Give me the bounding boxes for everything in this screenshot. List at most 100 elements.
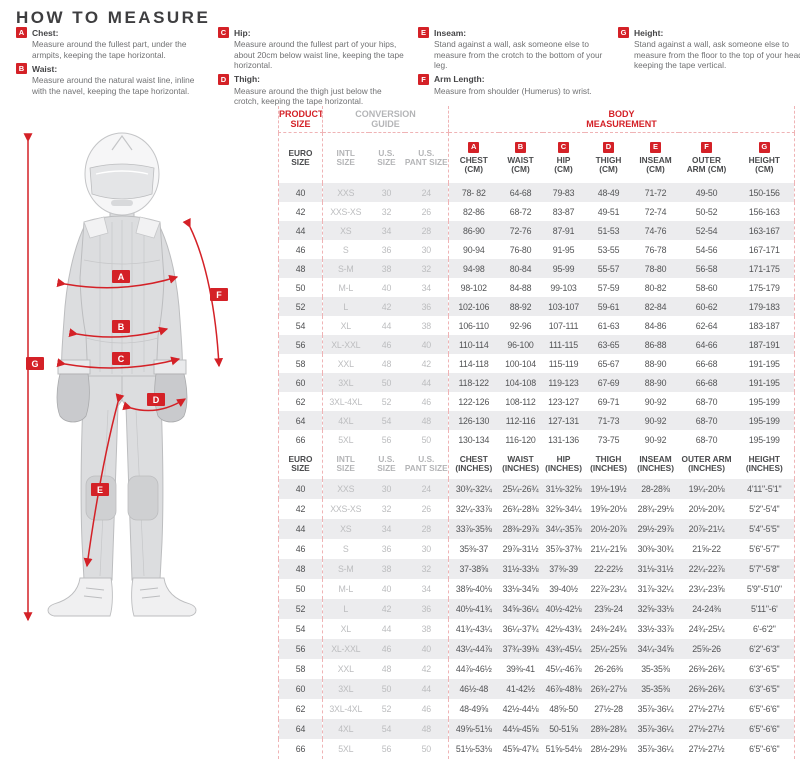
measure-letter-badge: B bbox=[16, 63, 27, 74]
table-cell: 68-72 bbox=[509, 206, 532, 217]
table-cell: 31½-33⅛ bbox=[498, 559, 543, 579]
table-cell: 45⅝-47¾ bbox=[502, 744, 539, 754]
table-cell: 44 bbox=[404, 679, 449, 699]
table-cell: 26⅜-26¾ bbox=[678, 679, 735, 699]
measure-item-name: Chest: bbox=[32, 27, 59, 38]
column-header-label: INSEAM (CM) bbox=[639, 154, 672, 174]
table-cell: 118-122 bbox=[448, 373, 499, 392]
table-cell: 28¾-29⅛ bbox=[637, 504, 674, 514]
table-cell: 84-86 bbox=[644, 320, 667, 331]
column-header-label: HEIGHT (INCHES) bbox=[745, 453, 783, 473]
table-cell: 46 bbox=[368, 335, 405, 354]
column-header-label: HEIGHT (CM) bbox=[748, 154, 780, 174]
table-cell: 29½-29⅞ bbox=[632, 519, 679, 539]
table-row-size-54: 54 XL 44 38 41¾-43¼ 36¼-37¾ 42⅛-43¾ 24⅜-24¾ 33½-… bbox=[278, 619, 796, 639]
table-cell: 42 bbox=[421, 358, 432, 369]
table-cell: 107-111 bbox=[548, 320, 579, 331]
table-cell: 63-65 bbox=[584, 335, 633, 354]
group-header: BODY MEASUREMENT bbox=[448, 106, 796, 133]
table-cell: 56-58 bbox=[678, 259, 735, 278]
measure-item-text: Measure around the natural waist line, i… bbox=[32, 75, 195, 96]
table-cell: 46 bbox=[421, 396, 432, 407]
column-header: HIP (INCHES) bbox=[543, 449, 585, 479]
table-cell: 48 bbox=[404, 411, 449, 430]
table-cell: 187-191 bbox=[734, 335, 796, 354]
table-cell: L bbox=[322, 297, 369, 316]
table-cell: 25¼-25⅝ bbox=[584, 639, 633, 659]
column-header-label: INTL SIZE bbox=[336, 147, 355, 167]
measure-letter-badge: E bbox=[418, 27, 429, 38]
column-header-label: THIGH (INCHES) bbox=[590, 453, 627, 473]
table-cell: 48 bbox=[278, 559, 323, 579]
table-cell: 25⅝-26 bbox=[678, 639, 735, 659]
measure-item-name: Waist: bbox=[32, 63, 58, 74]
table-cell: 41-42½ bbox=[498, 679, 543, 699]
table-cell: 44 bbox=[381, 624, 392, 634]
table-cell: 36 bbox=[404, 599, 449, 619]
column-header: THIGH (INCHES) bbox=[585, 449, 633, 479]
table-cell: 54 bbox=[368, 411, 405, 430]
table-cell: 102-106 bbox=[448, 297, 499, 316]
table-cell: 115-119 bbox=[548, 358, 579, 369]
page-title: HOW TO MEASURE bbox=[16, 8, 211, 27]
table-cell: 4XL bbox=[322, 411, 369, 430]
table-cell: 60-62 bbox=[678, 297, 735, 316]
table-cell: 24-24⅜ bbox=[678, 599, 735, 619]
table-cell: 26 bbox=[421, 504, 432, 514]
table-row-size-56: 56 XL-XXL 46 40 43¼-44⅞ 37¾-39⅜ 43¾-45¼ 25¼-25⅝… bbox=[278, 639, 796, 659]
table-cell: 5'6"-5'7" bbox=[734, 539, 796, 559]
table-cell: 40 bbox=[404, 335, 449, 354]
chest-measure-arc bbox=[56, 275, 179, 289]
table-cell: 57-59 bbox=[597, 282, 620, 293]
measure-item-text: Measure around the fullest part of your … bbox=[234, 39, 404, 70]
table-row-size-40: 40 XXS 30 24 78- 82 64-68 79-83 48-49 71-72 49-50… bbox=[278, 183, 796, 202]
table-cell: 76-80 bbox=[509, 244, 532, 255]
table-row-size-60: 60 3XL 50 44 118-122 104-108 119-123 67-69 88-90… bbox=[278, 373, 796, 392]
table-cell: 127-131 bbox=[542, 411, 585, 430]
helmet-logo bbox=[111, 134, 133, 151]
table-row-size-44: 44 XS 34 28 33⅞-35⅜ 28⅜-29⅞ 34¼-35⅞ 20½-20⅞ 29½-… bbox=[278, 519, 796, 539]
table-header-row: EURO SIZE INTL SIZE U.S. SIZE U.S. PANT SIZ… bbox=[278, 132, 796, 183]
table-cell: 32 bbox=[404, 259, 449, 278]
table-row-size-62: 62 3XL-4XL 52 46 48-49⅝ 42½-44⅛ 48⅝-50 27½-28 35… bbox=[278, 699, 796, 719]
group-header: PRODUCT SIZE bbox=[278, 106, 323, 133]
table-row-size-44: 44 XS 34 28 86-90 72-76 87-91 51-53 74-76 52-54 16… bbox=[278, 221, 796, 240]
table-cell: 35-35⅜ bbox=[641, 664, 670, 674]
table-cell: S bbox=[322, 240, 369, 259]
table-cell: 66 bbox=[278, 430, 323, 449]
table-cell: 32⅝-33⅛ bbox=[632, 599, 679, 619]
table-cell: 39-40½ bbox=[549, 584, 578, 594]
table-cell: XS bbox=[322, 221, 369, 240]
measurement-figure: A B C D E F G bbox=[0, 110, 270, 774]
table-cell: 54 bbox=[278, 316, 323, 335]
table-header-row: EURO SIZE INTL SIZE U.S. SIZE U.S. PANT SIZ… bbox=[278, 449, 796, 479]
column-header: G HEIGHT (CM) bbox=[734, 132, 796, 183]
table-cell: 28⅜-29⅞ bbox=[498, 519, 543, 539]
table-cell: XXS bbox=[322, 183, 369, 202]
measure-item-c: C Hip: Measure around the fullest part of … bbox=[218, 27, 406, 71]
table-cell: 67-69 bbox=[584, 373, 633, 392]
column-header-label: THIGH (CM) bbox=[595, 154, 622, 174]
column-header-label: WAIST (CM) bbox=[507, 154, 534, 174]
figure-label-e: E bbox=[91, 483, 109, 496]
table-cell: 30 bbox=[421, 544, 432, 554]
table-cell: 58 bbox=[278, 354, 323, 373]
measure-letter-badge: A bbox=[16, 27, 27, 38]
table-cell: 22⅞-23¼ bbox=[590, 584, 627, 594]
table-cell: 104-108 bbox=[498, 373, 543, 392]
table-cell: 111-115 bbox=[542, 335, 585, 354]
table-row-size-48: 48 S-M 38 32 37-38⅝ 31½-33⅛ 37⅜-39 22-22½ 31⅛-31… bbox=[278, 559, 796, 579]
table-cell: 78-80 bbox=[632, 259, 679, 278]
table-cell: 83-87 bbox=[552, 206, 575, 217]
column-header-label: U.S. PANT SIZE bbox=[404, 453, 448, 473]
column-header: INTL SIZE bbox=[322, 449, 369, 479]
table-cell: 4'11"-5'1" bbox=[734, 479, 796, 499]
table-cell: 26¾-27⅛ bbox=[584, 679, 633, 699]
table-cell: 42 bbox=[278, 499, 323, 519]
table-row-size-56: 56 XL-XXL 46 40 110-114 96-100 111-115 63-65 86-… bbox=[278, 335, 796, 354]
table-cell: 32⅝-34¼ bbox=[545, 504, 582, 514]
table-cell: 66 bbox=[278, 739, 323, 759]
table-cell: 37⅜-39 bbox=[542, 559, 585, 579]
table-cell: 27⅛-27½ bbox=[688, 744, 725, 754]
table-cell: 3XL bbox=[322, 679, 369, 699]
